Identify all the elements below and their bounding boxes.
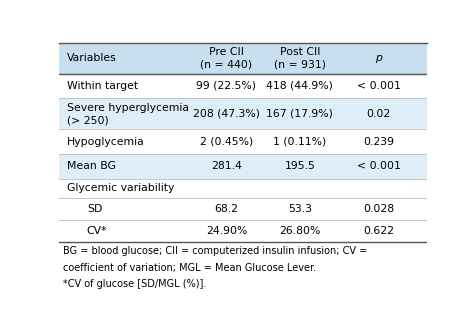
Text: CV*: CV* — [87, 226, 107, 236]
Bar — [59, 178, 427, 198]
Text: Post CII
(n = 931): Post CII (n = 931) — [274, 47, 326, 69]
Bar — [59, 154, 427, 178]
Text: 208 (47.3%): 208 (47.3%) — [193, 109, 260, 119]
Bar — [59, 98, 427, 130]
Bar — [59, 198, 427, 220]
Text: 418 (44.9%): 418 (44.9%) — [266, 81, 333, 91]
Text: < 0.001: < 0.001 — [357, 81, 401, 91]
Text: Variables: Variables — [66, 53, 116, 63]
Text: 0.622: 0.622 — [364, 226, 394, 236]
Text: 26.80%: 26.80% — [279, 226, 320, 236]
Text: Within target: Within target — [66, 81, 138, 91]
Text: 0.028: 0.028 — [363, 204, 394, 214]
Text: 2 (0.45%): 2 (0.45%) — [200, 137, 253, 147]
Text: Mean BG: Mean BG — [66, 161, 116, 171]
Text: 99 (22.5%): 99 (22.5%) — [196, 81, 256, 91]
Text: coefficient of variation; MGL = Mean Glucose Lever.: coefficient of variation; MGL = Mean Glu… — [63, 263, 316, 273]
Text: Glycemic variability: Glycemic variability — [66, 183, 174, 193]
Bar — [59, 74, 427, 98]
Bar — [59, 43, 427, 74]
Text: 281.4: 281.4 — [211, 161, 242, 171]
Text: *CV of glucose [SD/MGL (%)].: *CV of glucose [SD/MGL (%)]. — [63, 279, 206, 289]
Text: Pre CII
(n = 440): Pre CII (n = 440) — [201, 47, 253, 69]
Text: 195.5: 195.5 — [284, 161, 315, 171]
Text: BG = blood glucose; CII = computerized insulin infusion; CV =: BG = blood glucose; CII = computerized i… — [63, 246, 367, 256]
Text: Severe hyperglycemia
(> 250): Severe hyperglycemia (> 250) — [66, 103, 189, 125]
Bar — [59, 220, 427, 242]
Text: 167 (17.9%): 167 (17.9%) — [266, 109, 333, 119]
Text: 0.02: 0.02 — [367, 109, 391, 119]
Text: 0.239: 0.239 — [364, 137, 394, 147]
Text: p: p — [375, 53, 383, 63]
Bar — [59, 130, 427, 154]
Text: SD: SD — [87, 204, 102, 214]
Text: 68.2: 68.2 — [214, 204, 238, 214]
Text: 53.3: 53.3 — [288, 204, 312, 214]
Text: < 0.001: < 0.001 — [357, 161, 401, 171]
Text: 1 (0.11%): 1 (0.11%) — [273, 137, 327, 147]
Text: 24.90%: 24.90% — [206, 226, 247, 236]
Text: Hypoglycemia: Hypoglycemia — [66, 137, 145, 147]
